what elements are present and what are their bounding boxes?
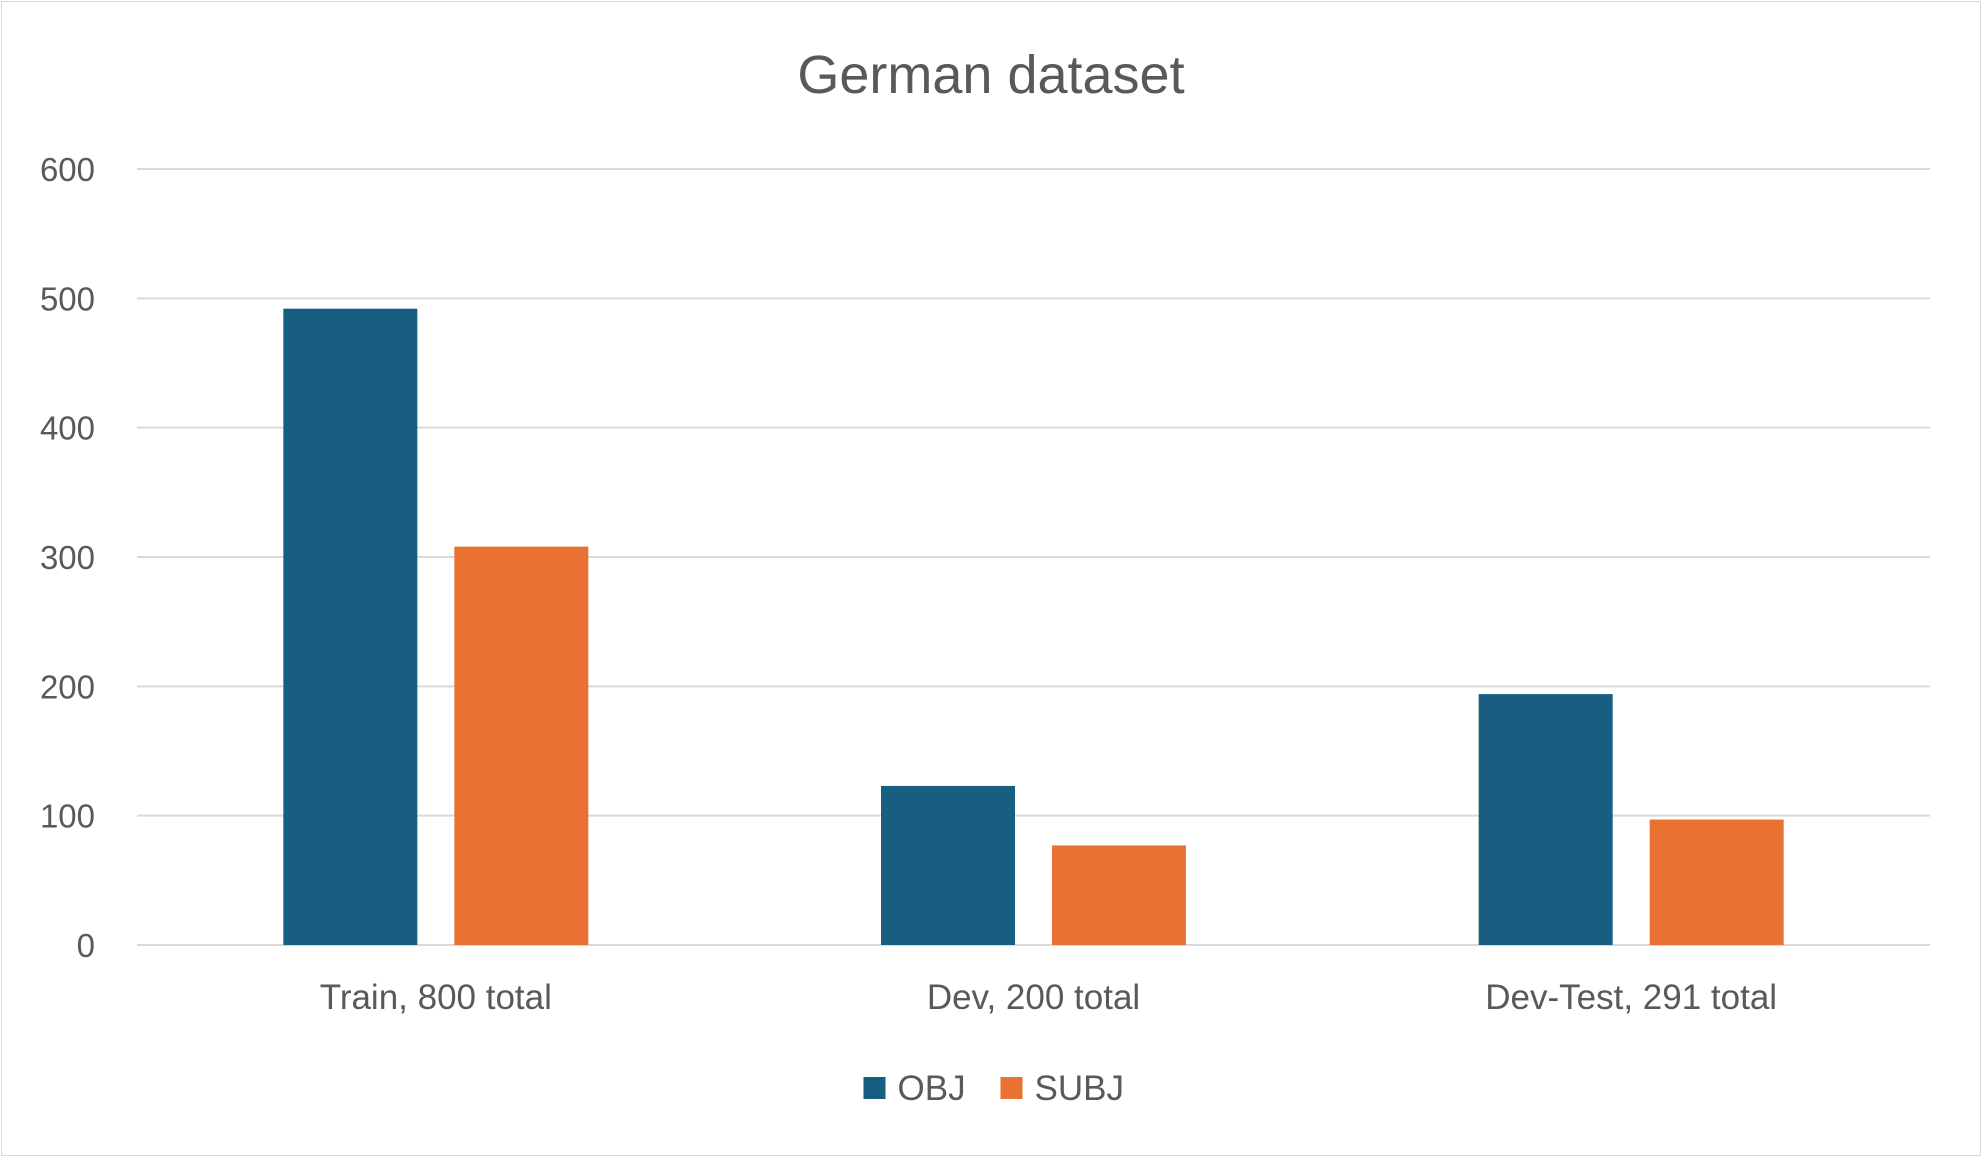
chart-title: German dataset xyxy=(797,45,1184,105)
x-category-label: Dev, 200 total xyxy=(927,978,1140,1017)
y-tick-label: 100 xyxy=(40,798,95,835)
bar-subj-2 xyxy=(1649,819,1784,945)
legend-swatch-obj xyxy=(863,1077,886,1099)
legend-label-subj: SUBJ xyxy=(1035,1069,1124,1108)
x-category-label: Train, 800 total xyxy=(320,978,552,1017)
bar-obj-1 xyxy=(881,785,1015,945)
y-tick-label: 600 xyxy=(40,151,95,188)
legend-swatch-subj xyxy=(1000,1077,1023,1099)
y-axis-ticks: 0 100 200 300 400 500 600 xyxy=(40,151,95,964)
y-tick-label: 300 xyxy=(40,539,95,576)
gridlines xyxy=(137,168,1930,946)
bar-obj-0 xyxy=(283,308,418,945)
bar-subj-0 xyxy=(454,546,589,945)
y-tick-label: 200 xyxy=(40,668,95,705)
legend-label-obj: OBJ xyxy=(898,1069,966,1108)
legend: OBJ SUBJ xyxy=(863,1069,1124,1108)
y-tick-label: 0 xyxy=(77,927,95,964)
bar-subj-1 xyxy=(1052,845,1186,945)
y-tick-label: 500 xyxy=(40,280,95,317)
y-tick-label: 400 xyxy=(40,410,95,447)
x-axis-categories: Train, 800 total Dev, 200 total Dev-Test, … xyxy=(320,978,1777,1017)
x-category-label: Dev-Test, 291 total xyxy=(1485,978,1777,1017)
bars xyxy=(283,308,1784,945)
bar-obj-2 xyxy=(1478,694,1613,945)
